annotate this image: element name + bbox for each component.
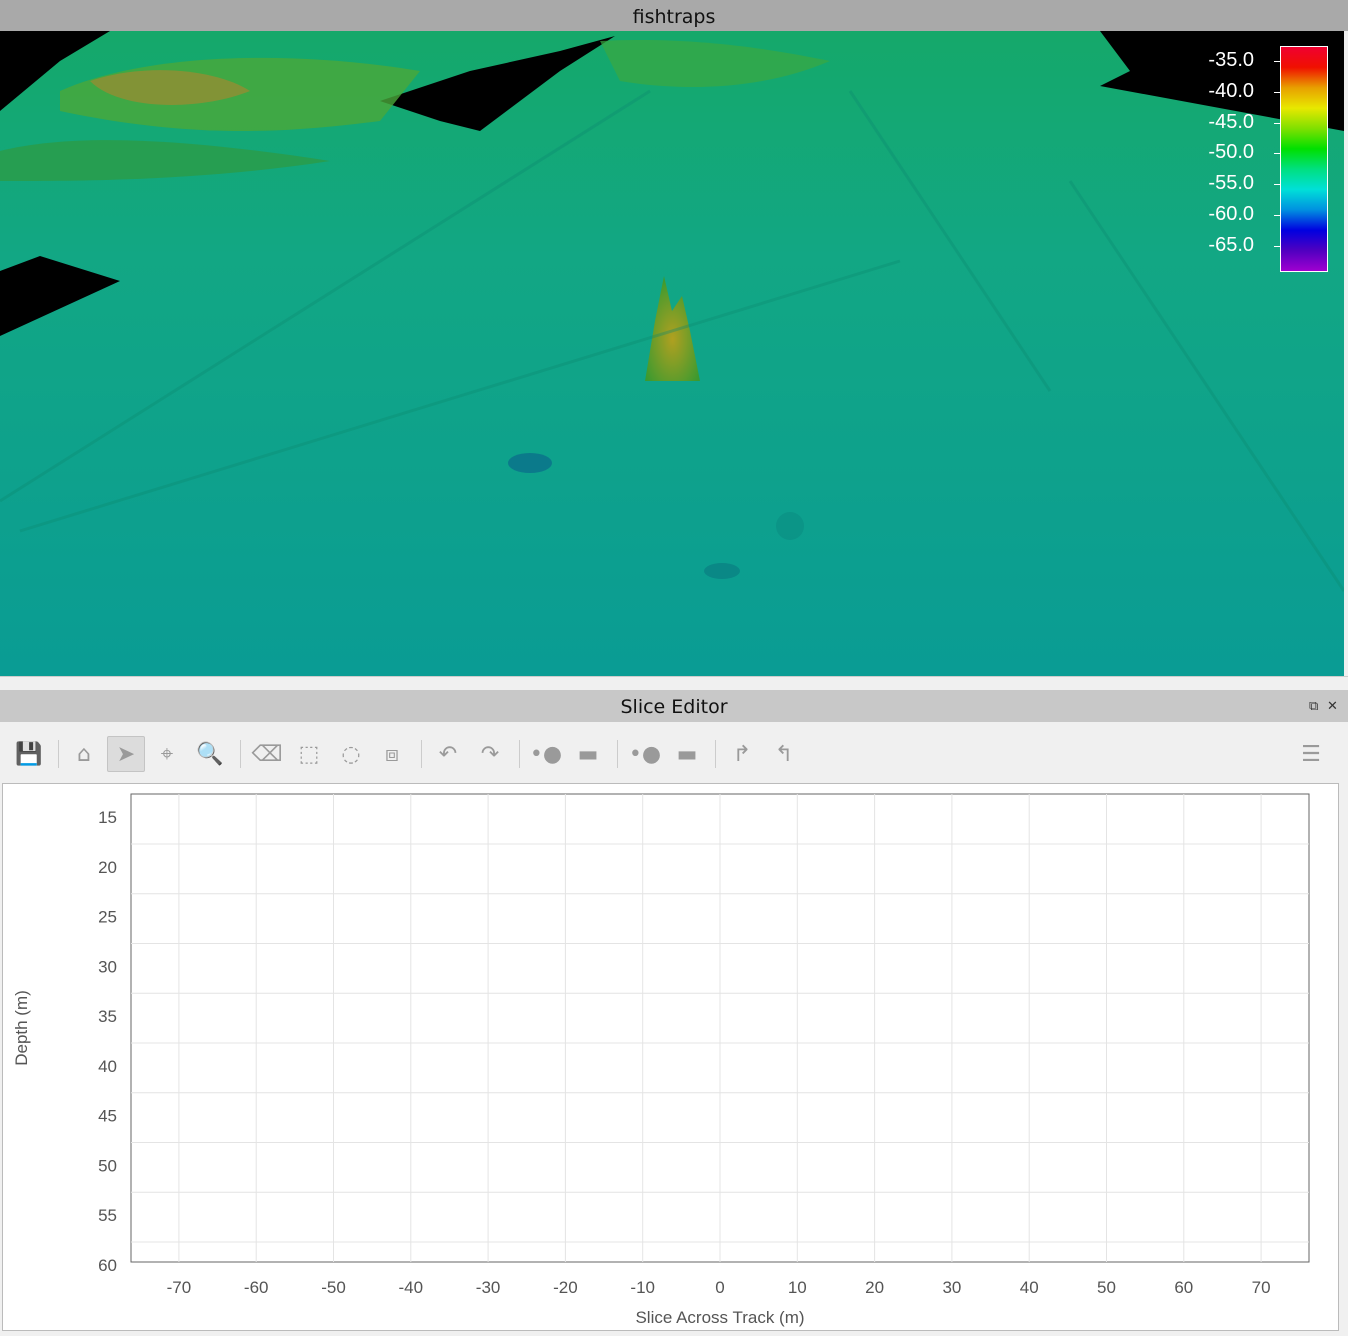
panel-splitter[interactable] [0,676,1348,690]
legend-label: -60.0 [1208,203,1254,225]
y-tick-label: 50 [98,1156,117,1175]
x-tick-label: -50 [321,1278,346,1297]
color-scale-bar [1280,46,1328,272]
target-spike [645,276,700,381]
legend-tick [1274,245,1280,247]
save-icon[interactable]: 💾 [15,741,43,767]
x-tick-label: -20 [553,1278,578,1297]
y-tick-label: 35 [98,1007,117,1026]
y-tick-label: 25 [98,908,117,927]
legend-label: -55.0 [1208,172,1254,195]
3d-bathymetry-view[interactable]: -35.0 -40.0 -45.0 -50.0 -55.0 -60.0 -65.0 [0,31,1344,676]
legend-label: -45.0 [1208,110,1254,133]
legend-label: -40.0 [1208,79,1254,102]
color-map-icon[interactable]: ▬ [577,741,599,767]
panel-title-bar: Slice Editor ⧉ ✕ [0,690,1348,722]
x-tick-label: 20 [865,1278,884,1297]
zoom-icon[interactable]: 🔍 [196,741,224,767]
legend-label: -65.0 [1208,233,1254,256]
x-tick-label: 40 [1020,1278,1039,1297]
crosshair-pick-icon[interactable]: ⌖ [160,741,174,767]
polygon-select-icon[interactable]: ⧈ [385,741,399,767]
y-axis-label: Depth (m) [12,990,31,1066]
slice-editor-toolbar: 💾 ⌂ ➤ ⌖ 🔍 ⌫ ⬚ ◌ ⧈ ↶ ↷ •● ▬ •● ▬ ↱ ↰ ☰ [0,722,1348,783]
toolbar-separator [421,740,422,768]
x-tick-label: 50 [1097,1278,1116,1297]
legend-label: -35.0 [1208,49,1254,71]
toolbar-separator [240,740,241,768]
color-map-2-icon[interactable]: ▬ [676,741,698,767]
y-tick-label: 15 [98,808,117,827]
y-tick-label: 60 [98,1256,117,1275]
legend-tick [1274,122,1280,124]
x-tick-label: 70 [1252,1278,1271,1297]
float-icon[interactable]: ⧉ [1309,699,1319,714]
point-size-icon[interactable]: •● [529,741,563,767]
x-tick-label: -40 [399,1278,424,1297]
legend-tick [1274,184,1280,186]
y-tick-label: 40 [98,1057,117,1076]
y-tick-label: 20 [98,858,117,877]
no-data-region [0,31,110,111]
toolbar-separator [617,740,618,768]
x-tick-label: -70 [167,1278,192,1297]
y-tick-label: 30 [98,957,117,976]
x-tick-label: -60 [244,1278,269,1297]
window-title: fishtraps [632,6,716,28]
y-tick-label: 55 [98,1206,117,1225]
legend-label: -50.0 [1208,141,1254,164]
lasso-select-icon[interactable]: ◌ [341,741,361,767]
forward-icon[interactable]: ↱ [732,741,752,767]
window-title-bar: fishtraps [0,0,1348,31]
no-data-region [0,256,120,336]
bathymetry-surface[interactable] [0,31,1344,676]
legend-tick [1274,91,1280,93]
home-icon[interactable]: ⌂ [77,741,91,767]
x-tick-label: -30 [476,1278,501,1297]
options-menu-icon[interactable]: ☰ [1301,741,1321,767]
no-data-region [380,36,615,131]
undo-icon[interactable]: ↶ [438,741,458,767]
x-tick-label: -10 [630,1278,655,1297]
x-axis-label: Slice Across Track (m) [635,1308,804,1327]
toolbar-separator [715,740,716,768]
y-tick-label: 45 [98,1107,117,1126]
legend-tick [1274,215,1280,216]
close-icon[interactable]: ✕ [1327,699,1338,714]
slice-plot[interactable]: -70 -60 -50 -40 -30 -20 -10 0 10 20 30 40 50 60 70 15 20… [2,783,1339,1331]
legend-tick [1274,61,1280,62]
legend-tick [1274,153,1280,155]
x-tick-label: 10 [788,1278,807,1297]
eraser-icon[interactable]: ⌫ [251,741,283,767]
toolbar-separator [519,740,520,768]
pointer-icon[interactable]: ➤ [107,736,145,772]
panel-title: Slice Editor [620,696,728,718]
x-tick-label: 60 [1174,1278,1193,1297]
point-size-2-icon[interactable]: •● [628,741,662,767]
back-icon[interactable]: ↰ [774,741,794,767]
toolbar-separator [58,740,59,768]
rect-select-icon[interactable]: ⬚ [298,741,320,767]
redo-icon[interactable]: ↷ [480,741,500,767]
x-tick-label: 30 [942,1278,961,1297]
x-tick-label: 0 [715,1278,724,1297]
